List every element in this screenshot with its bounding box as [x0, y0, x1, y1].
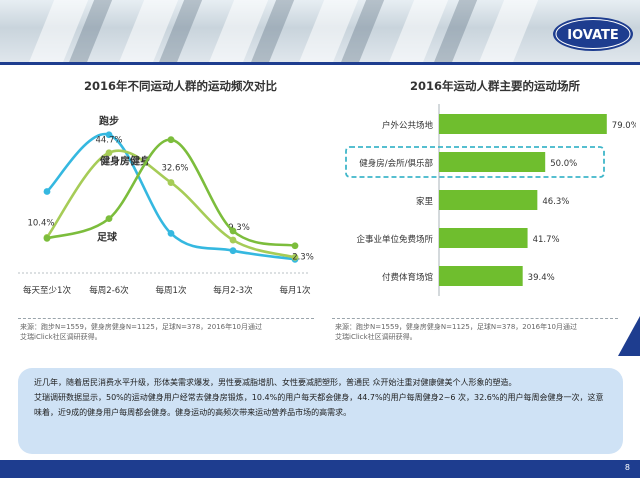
- description-para-2: 艾瑞调研数据显示，50%的运动健身用户经常去健身房锻炼，10.4%的用户每天都会…: [34, 393, 604, 417]
- highlight-frame: [345, 146, 605, 178]
- point-football-2: [167, 136, 175, 144]
- bar-2: [439, 190, 538, 210]
- bar-1: [439, 152, 546, 172]
- point-running-0: [43, 188, 51, 195]
- point-running-2: [167, 230, 175, 237]
- data-label-3: 9.3%: [228, 223, 250, 233]
- series-line-football: [45, 138, 297, 248]
- point-gym-4: [291, 253, 299, 261]
- description-para-1: 近几年，随着居民消费水平升级，形体美需求爆发，男性要减脂增肌、女性要减肥塑形，普…: [34, 378, 517, 387]
- right-chart-title: 2016年运动人群主要的运动场所: [410, 79, 581, 93]
- footer-bar: 8: [0, 460, 640, 478]
- series-label-gym: 健身房健身: [100, 155, 150, 168]
- series-line-running: [45, 133, 297, 261]
- x-tick-label-2: 每周1次: [156, 285, 187, 296]
- value-label-0: 79.0%: [612, 121, 636, 131]
- point-football-0: [43, 234, 51, 242]
- x-tick-label-0: 每天至少1次: [23, 285, 71, 296]
- category-label-1: 健身房/会所/俱乐部: [359, 158, 433, 169]
- point-gym-2: [167, 179, 175, 186]
- header-banner: [0, 0, 640, 62]
- series-label-running: 跑步: [99, 115, 119, 128]
- category-label-3: 企事业单位免费场所: [356, 234, 433, 245]
- value-label-2: 46.3%: [542, 197, 569, 207]
- left-chart-title: 2016年不同运动人群的运动频次对比: [84, 79, 278, 93]
- x-tick-label-3: 每月2-3次: [213, 285, 253, 296]
- point-gym-3: [229, 236, 237, 244]
- value-label-1: 50.0%: [550, 159, 577, 169]
- right-source-note: 来源：跑步N=1559，健身房健身N=1125，足球N=378，2016年10月…: [335, 322, 577, 342]
- category-label-0: 户外公共场地: [382, 120, 434, 131]
- category-label-2: 家里: [416, 196, 434, 207]
- bar-4: [439, 266, 523, 286]
- point-running-1: [105, 131, 113, 139]
- right-source-line2: 艾瑞iClick社区调研获得。: [335, 333, 417, 341]
- left-source-rule: [18, 318, 314, 319]
- point-football-3: [229, 227, 237, 235]
- right-source-rule: [332, 318, 618, 319]
- data-label-1: 44.7%: [95, 136, 122, 146]
- series-label-football: 足球: [97, 231, 118, 244]
- value-label-4: 39.4%: [528, 273, 555, 283]
- right-source-line1: 来源：跑步N=1559，健身房健身N=1125，足球N=378，2016年10月…: [335, 323, 578, 331]
- left-source-line1: 来源：跑步N=1559，健身房健身N=1125，足球N=378，2016年10月…: [20, 323, 263, 331]
- data-label-0: 10.4%: [27, 218, 54, 228]
- left-source-line2: 艾瑞iClick社区调研获得。: [20, 333, 102, 341]
- x-tick-label-4: 每月1次: [280, 285, 311, 296]
- header-rule: [0, 62, 640, 65]
- corner-accent: [618, 316, 640, 356]
- point-gym-1: [105, 149, 113, 157]
- logo-text: IOVATE: [567, 28, 619, 43]
- value-label-3: 41.7%: [533, 235, 560, 245]
- bar-0: [439, 114, 607, 134]
- point-football-4: [291, 242, 299, 250]
- point-running-3: [229, 247, 237, 255]
- data-label-4: 2.3%: [292, 252, 314, 262]
- venue-bar-chart: 户外公共场地 79.0% 健身房/会所/俱乐部 50.0% 家里 46.3% 企事业单位免费…: [345, 104, 636, 296]
- left-source-note: 来源：跑步N=1559，健身房健身N=1125，足球N=378，2016年10月…: [20, 322, 262, 342]
- description-box: 近几年，随着居民消费水平升级，形体美需求爆发，男性要减脂增肌、女性要减肥塑形，普…: [18, 368, 623, 454]
- data-label-2: 32.6%: [161, 164, 188, 174]
- x-tick-label-1: 每周2-6次: [89, 285, 129, 296]
- category-label-4: 付费体育场馆: [382, 272, 433, 283]
- brand-logo: IOVATE: [553, 17, 633, 51]
- bar-3: [439, 228, 528, 248]
- page-number: 8: [624, 463, 630, 472]
- point-football-1: [105, 215, 113, 222]
